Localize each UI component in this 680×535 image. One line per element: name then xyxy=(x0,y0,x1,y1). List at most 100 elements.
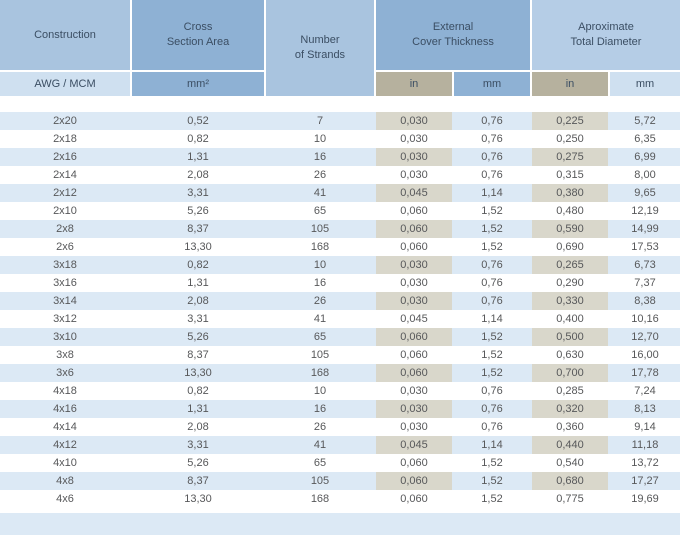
table-row: 4x8 8,37 105 0,060 1,52 0,680 17,27 xyxy=(0,472,680,490)
construction-cell: 3x10 xyxy=(53,331,77,343)
cover-thickness-mm-cell: 1,52 xyxy=(481,367,503,379)
total-diameter-mm-cell: 16,00 xyxy=(631,349,659,361)
cross-section-area-cell: 0,82 xyxy=(187,385,209,397)
number-of-strands-cell: 16 xyxy=(313,277,327,289)
cover-thickness-mm-cell: 1,52 xyxy=(481,205,503,217)
total-diameter-in-cell: 0,630 xyxy=(556,349,584,361)
construction-cell: 2x14 xyxy=(53,169,77,181)
number-of-strands-cell: 10 xyxy=(313,133,327,145)
total-diameter-in-cell: 0,690 xyxy=(556,241,584,253)
cover-thickness-in-cell: 0,060 xyxy=(376,364,452,382)
cross-section-area-cell: 3,31 xyxy=(187,439,209,451)
cover-thickness-mm-cell: 1,52 xyxy=(481,493,503,505)
cover-thickness-mm-cell: 1,52 xyxy=(481,475,503,487)
total-diameter-in-cell: 0,320 xyxy=(532,400,608,418)
table-row: 2x18 0,82 10 0,030 0,76 0,250 6,35 xyxy=(0,130,680,148)
cross-section-area-cell: 8,37 xyxy=(187,349,209,361)
number-of-strands-cell: 168 xyxy=(310,493,330,505)
total-diameter-in-cell: 0,400 xyxy=(556,313,584,325)
cover-thickness-in-cell: 0,060 xyxy=(400,241,428,253)
cross-section-area-cell: 5,26 xyxy=(187,457,209,469)
construction-cell: 3x6 xyxy=(56,367,74,379)
cover-thickness-in-cell: 0,060 xyxy=(400,493,428,505)
cover-thickness-in-cell: 0,030 xyxy=(400,385,428,397)
construction-cell: 4x6 xyxy=(56,493,74,505)
total-diameter-in-cell: 0,360 xyxy=(556,421,584,433)
cover-thickness-mm-cell: 0,76 xyxy=(481,115,503,127)
table-row: 3x6 13,30 168 0,060 1,52 0,700 17,78 xyxy=(0,364,680,382)
cover-thickness-mm-cell: 1,52 xyxy=(481,349,503,361)
total-diameter-in-cell: 0,275 xyxy=(532,148,608,166)
construction-cell: 4x14 xyxy=(53,421,77,433)
total-diameter-mm-cell: 6,99 xyxy=(634,151,656,163)
number-of-strands-cell: 41 xyxy=(313,187,327,199)
cover-thickness-mm-cell: 1,52 xyxy=(481,331,503,343)
number-of-strands-cell: 10 xyxy=(313,259,327,271)
table-body: 2x20 0,52 7 0,030 0,76 0,225 5,72 2x18 0,82 10 0,0… xyxy=(0,112,680,508)
construction-cell: 4x10 xyxy=(53,457,77,469)
total-diameter-in-cell: 0,440 xyxy=(532,436,608,454)
cover-thickness-mm-cell: 1,14 xyxy=(481,187,503,199)
cover-thickness-in-cell: 0,030 xyxy=(376,148,452,166)
construction-cell: 2x6 xyxy=(56,241,74,253)
construction-cell: 3x12 xyxy=(53,313,77,325)
total-diameter-mm-cell: 17,27 xyxy=(631,475,659,487)
number-of-strands-cell: 7 xyxy=(316,115,324,127)
table-row: 4x16 1,31 16 0,030 0,76 0,320 8,13 xyxy=(0,400,680,418)
total-diameter-in-cell: 0,700 xyxy=(532,364,608,382)
table-row: 3x16 1,31 16 0,030 0,76 0,290 7,37 xyxy=(0,274,680,292)
cover-thickness-in-cell: 0,030 xyxy=(376,256,452,274)
number-of-strands-cell: 16 xyxy=(313,403,327,415)
cover-thickness-in-cell: 0,060 xyxy=(400,205,428,217)
cover-thickness-in-cell: 0,045 xyxy=(400,313,428,325)
number-of-strands-cell: 105 xyxy=(310,349,330,361)
cover-thickness-mm-cell: 0,76 xyxy=(481,295,503,307)
cover-thickness-in-cell: 0,060 xyxy=(376,472,452,490)
table-row: 2x8 8,37 105 0,060 1,52 0,590 14,99 xyxy=(0,220,680,238)
cross-section-area-cell: 0,52 xyxy=(187,115,209,127)
construction-cell: 4x8 xyxy=(56,475,74,487)
table-row: 4x12 3,31 41 0,045 1,14 0,440 11,18 xyxy=(0,436,680,454)
cross-section-area-cell: 5,26 xyxy=(187,331,209,343)
cover-thickness-in-cell: 0,030 xyxy=(376,292,452,310)
number-of-strands-cell: 26 xyxy=(313,295,327,307)
total-diameter-mm-cell: 11,18 xyxy=(631,439,659,451)
total-diameter-mm-cell: 12,70 xyxy=(631,331,659,343)
number-of-strands-cell: 65 xyxy=(313,457,327,469)
cross-section-area-cell: 3,31 xyxy=(187,313,209,325)
table-row: 2x14 2,08 26 0,030 0,76 0,315 8,00 xyxy=(0,166,680,184)
number-of-strands-cell: 168 xyxy=(310,367,330,379)
total-diameter-mm-cell: 6,73 xyxy=(634,259,656,271)
cross-section-area-cell: 2,08 xyxy=(187,169,209,181)
total-diameter-mm-cell: 9,65 xyxy=(634,187,656,199)
cross-section-area-cell: 13,30 xyxy=(184,241,212,253)
cover-thickness-mm-cell: 0,76 xyxy=(481,133,503,145)
construction-cell: 3x14 xyxy=(53,295,77,307)
cover-thickness-mm-cell: 0,76 xyxy=(481,259,503,271)
table-row: 2x12 3,31 41 0,045 1,14 0,380 9,65 xyxy=(0,184,680,202)
cover-thickness-in-cell: 0,045 xyxy=(376,184,452,202)
table-row: 3x14 2,08 26 0,030 0,76 0,330 8,38 xyxy=(0,292,680,310)
cover-thickness-in-cell: 0,030 xyxy=(376,112,452,130)
construction-cell: 2x16 xyxy=(53,151,77,163)
cross-section-area-cell: 8,37 xyxy=(187,223,209,235)
construction-cell: 3x8 xyxy=(56,349,74,361)
cover-thickness-mm-cell: 1,52 xyxy=(481,223,503,235)
total-diameter-in-cell: 0,775 xyxy=(556,493,584,505)
subheader-awg-mcm: AWG / MCM xyxy=(0,72,130,96)
number-of-strands-cell: 16 xyxy=(313,151,327,163)
construction-cell: 2x10 xyxy=(53,205,77,217)
table-row: 3x10 5,26 65 0,060 1,52 0,500 12,70 xyxy=(0,328,680,346)
total-diameter-mm-cell: 6,35 xyxy=(634,133,656,145)
total-diameter-mm-cell: 8,00 xyxy=(634,169,656,181)
total-diameter-mm-cell: 13,72 xyxy=(631,457,659,469)
subheader-mm2: mm² xyxy=(132,72,264,96)
construction-cell: 4x16 xyxy=(53,403,77,415)
total-diameter-mm-cell: 10,16 xyxy=(631,313,659,325)
table-row: 2x10 5,26 65 0,060 1,52 0,480 12,19 xyxy=(0,202,680,220)
header-external-cover-thickness: External Cover Thickness xyxy=(376,0,530,70)
total-diameter-mm-cell: 17,78 xyxy=(631,367,659,379)
total-diameter-in-cell: 0,315 xyxy=(556,169,584,181)
construction-cell: 3x16 xyxy=(53,277,77,289)
cross-section-area-cell: 2,08 xyxy=(187,421,209,433)
